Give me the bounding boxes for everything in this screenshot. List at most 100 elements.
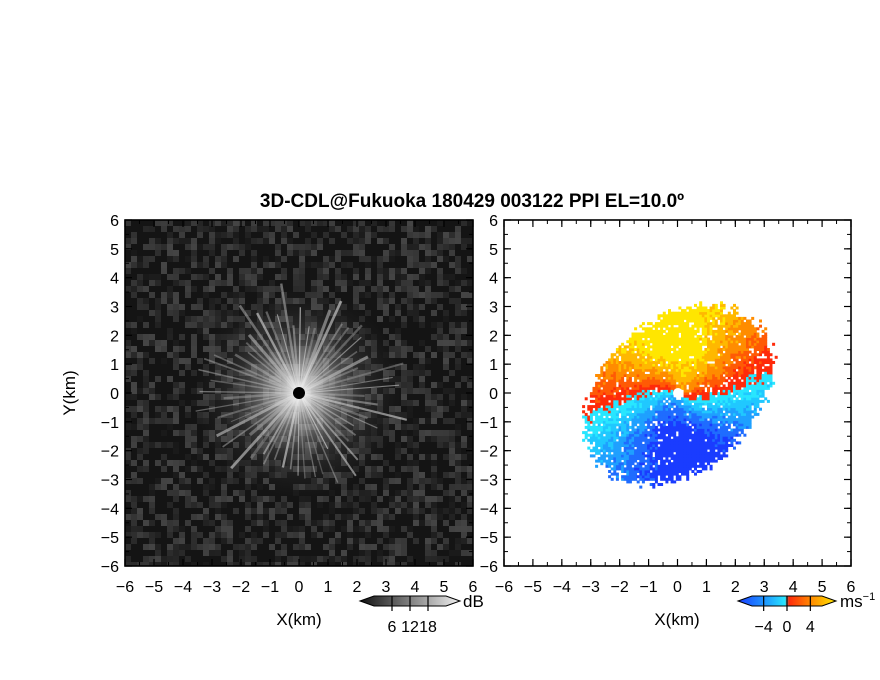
noise-pixel	[161, 262, 167, 268]
velocity-pixel	[670, 353, 674, 357]
noise-pixel	[125, 490, 131, 496]
noise-pixel	[257, 238, 263, 244]
velocity-pixel	[660, 358, 664, 362]
velocity-pixel	[668, 316, 671, 320]
velocity-pixel	[644, 329, 648, 333]
velocity-pixel	[652, 340, 656, 344]
velocity-pixel	[670, 366, 674, 370]
noise-pixel	[449, 508, 455, 514]
velocity-pixel	[730, 381, 734, 385]
velocity-pixel	[621, 363, 625, 367]
velocity-pixel	[660, 340, 664, 344]
velocity-pixel	[678, 433, 682, 437]
noise-pixel	[173, 238, 179, 244]
velocity-pixel	[730, 345, 734, 349]
velocity-pixel	[636, 464, 640, 468]
reflectivity-field	[125, 220, 473, 566]
velocity-pixel	[634, 472, 638, 476]
velocity-pixel	[714, 423, 718, 427]
velocity-pixel	[636, 366, 640, 370]
velocity-pixel	[699, 428, 703, 432]
noise-pixel	[173, 388, 179, 394]
noise-pixel	[359, 490, 365, 496]
velocity-pixel	[709, 314, 713, 318]
velocity-pixel	[654, 337, 658, 341]
noise-pixel	[461, 412, 467, 418]
velocity-pixel	[707, 459, 710, 463]
noise-pixel	[191, 466, 197, 472]
noise-pixel	[347, 490, 353, 496]
velocity-pixel	[592, 438, 596, 442]
velocity-pixel	[595, 446, 599, 450]
velocity-pixel	[605, 384, 609, 388]
noise-pixel	[413, 232, 419, 238]
velocity-pixel	[725, 316, 729, 320]
velocity-pixel	[691, 332, 695, 336]
noise-pixel	[425, 418, 431, 424]
velocity-pixel	[686, 329, 690, 333]
velocity-pixel	[717, 327, 721, 331]
velocity-pixel	[681, 350, 684, 354]
velocity-pixel	[683, 358, 687, 362]
velocity-pixel	[652, 415, 656, 419]
noise-pixel	[131, 370, 137, 376]
velocity-pixel	[714, 381, 718, 385]
velocity-pixel	[720, 457, 723, 460]
velocity-pixel	[720, 368, 723, 372]
noise-pixel	[341, 562, 347, 566]
velocity-pixel	[670, 322, 674, 326]
velocity-pixel	[623, 355, 627, 359]
noise-pixel	[143, 400, 149, 406]
velocity-pixel	[636, 470, 640, 473]
velocity-pixel	[628, 446, 632, 450]
velocity-pixel	[644, 332, 648, 336]
noise-pixel	[137, 256, 143, 262]
velocity-pixel	[600, 418, 604, 422]
velocity-pixel	[699, 316, 703, 320]
noise-pixel	[221, 514, 227, 520]
velocity-pixel	[727, 366, 731, 370]
noise-pixel	[203, 520, 209, 526]
velocity-pixel	[647, 402, 651, 406]
velocity-pixel	[644, 454, 648, 458]
velocity-pixel	[654, 366, 658, 370]
noise-pixel	[395, 508, 401, 514]
velocity-pixel	[717, 418, 721, 422]
noise-pixel	[443, 352, 449, 358]
velocity-pixel	[712, 340, 716, 344]
noise-pixel	[167, 406, 173, 412]
velocity-pixel	[714, 454, 718, 458]
noise-pixel	[449, 418, 455, 424]
velocity-pixel	[714, 337, 718, 341]
velocity-pixel	[628, 366, 632, 370]
noise-pixel	[185, 286, 191, 292]
velocity-pixel	[652, 477, 656, 481]
velocity-pixel	[641, 425, 645, 429]
velocity-pixel	[615, 410, 619, 414]
noise-pixel	[155, 412, 161, 418]
velocity-pixel	[660, 335, 664, 338]
velocity-pixel	[733, 428, 736, 432]
noise-pixel	[149, 484, 155, 490]
velocity-pixel	[665, 444, 669, 447]
velocity-pixel	[644, 361, 648, 364]
velocity-pixel	[714, 353, 718, 357]
velocity-pixel	[639, 358, 643, 362]
noise-pixel	[161, 412, 167, 418]
velocity-pixel	[714, 358, 718, 362]
velocity-pixel	[641, 467, 645, 471]
velocity-pixel	[688, 342, 692, 346]
velocity-pixel	[668, 441, 671, 445]
velocity-pixel	[673, 470, 677, 473]
velocity-pixel	[652, 332, 656, 336]
noise-pixel	[461, 394, 467, 400]
velocity-pixel	[610, 433, 614, 437]
velocity-pixel	[634, 418, 638, 422]
noise-pixel	[461, 340, 467, 346]
velocity-pixel	[668, 361, 671, 364]
velocity-pixel	[709, 436, 713, 440]
noise-pixel	[407, 274, 413, 280]
noise-pixel	[125, 370, 131, 376]
velocity-pixel	[631, 431, 635, 435]
velocity-pixel	[714, 436, 718, 440]
